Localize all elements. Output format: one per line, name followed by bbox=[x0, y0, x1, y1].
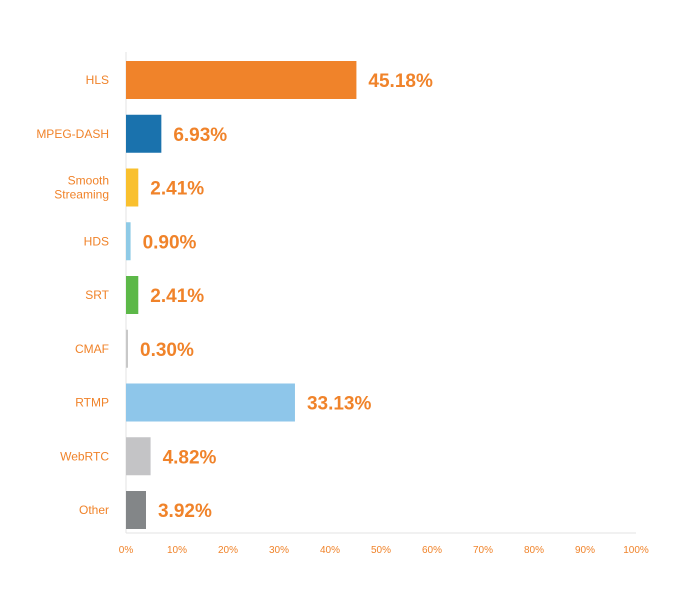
value-label: 33.13% bbox=[307, 394, 372, 415]
x-tick-label: 0% bbox=[119, 545, 134, 556]
bar bbox=[126, 383, 295, 422]
x-tick-label: 60% bbox=[422, 545, 442, 556]
bar bbox=[126, 491, 146, 529]
category-label: MPEG-DASH bbox=[36, 127, 109, 141]
value-label: 3.92% bbox=[158, 501, 212, 522]
value-label: 2.41% bbox=[150, 179, 204, 200]
value-label: 0.30% bbox=[140, 340, 194, 361]
x-tick-label: 20% bbox=[218, 545, 238, 556]
category-label: SRT bbox=[85, 288, 109, 302]
x-tick-label: 70% bbox=[473, 545, 493, 556]
value-label: 0.90% bbox=[143, 232, 197, 253]
category-label: WebRTC bbox=[60, 449, 109, 463]
x-tick-label: 80% bbox=[524, 545, 544, 556]
bar bbox=[126, 168, 139, 207]
category-label: Other bbox=[79, 503, 109, 517]
x-tick-label: 100% bbox=[623, 545, 649, 556]
category-label: CMAF bbox=[75, 342, 109, 356]
bar bbox=[126, 61, 357, 99]
bar bbox=[126, 329, 128, 368]
x-tick-label: 30% bbox=[269, 545, 289, 556]
x-tick-label: 40% bbox=[320, 545, 340, 556]
category-label: RTMP bbox=[75, 396, 109, 410]
category-label: HDS bbox=[84, 234, 109, 248]
bar bbox=[126, 222, 131, 261]
value-label: 4.82% bbox=[163, 447, 217, 468]
value-label: 2.41% bbox=[150, 286, 204, 307]
bar bbox=[126, 114, 162, 153]
bar bbox=[126, 437, 151, 476]
x-tick-label: 90% bbox=[575, 545, 595, 556]
x-tick-label: 10% bbox=[167, 545, 187, 556]
value-label: 45.18% bbox=[368, 71, 433, 92]
category-label: HLS bbox=[86, 73, 109, 87]
value-label: 6.93% bbox=[173, 125, 227, 146]
category-label: Smooth Streaming bbox=[54, 174, 109, 202]
bar bbox=[126, 276, 139, 314]
x-tick-label: 50% bbox=[371, 545, 391, 556]
